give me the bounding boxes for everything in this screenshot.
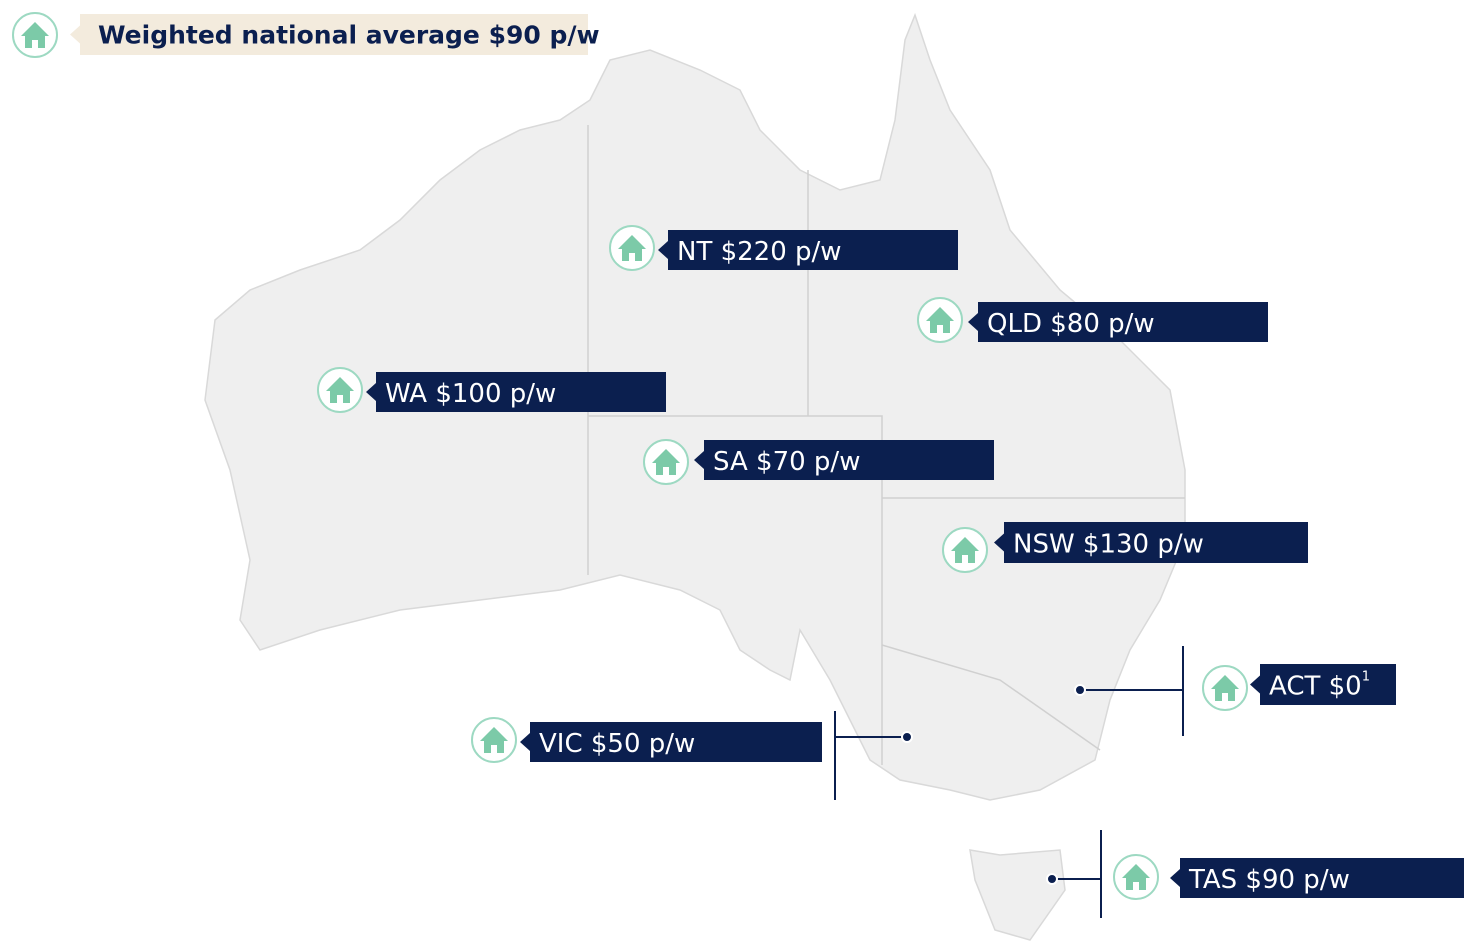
house bbox=[1211, 675, 1239, 701]
house-icon bbox=[1202, 665, 1248, 711]
house bbox=[21, 22, 49, 48]
label-main: NT $220 p/w bbox=[677, 237, 842, 267]
leader-dot bbox=[901, 731, 913, 743]
label-box bbox=[968, 302, 1268, 342]
house bbox=[618, 235, 646, 261]
house bbox=[926, 307, 954, 333]
label-main: Weighted national average $90 p/w bbox=[98, 21, 600, 50]
label-box bbox=[520, 722, 822, 762]
tasmania bbox=[969, 849, 1066, 941]
house bbox=[951, 537, 979, 563]
footnote: 1 bbox=[1362, 669, 1370, 684]
border bbox=[881, 644, 1101, 751]
label-main: NSW $130 p/w bbox=[1013, 529, 1204, 559]
label-text: WA $100 p/w bbox=[385, 379, 556, 409]
label-box bbox=[994, 522, 1308, 563]
state-borders bbox=[587, 125, 1185, 765]
land bbox=[204, 12, 1186, 941]
house bbox=[326, 377, 354, 403]
house-icon bbox=[917, 297, 963, 343]
label-main: VIC $50 p/w bbox=[539, 729, 695, 759]
house-icon bbox=[942, 527, 988, 573]
house-icon bbox=[1113, 854, 1159, 900]
label-box bbox=[70, 14, 588, 55]
label-main: TAS $90 p/w bbox=[1188, 865, 1350, 895]
label-box bbox=[1250, 664, 1396, 705]
labels: Weighted national average $90 p/w NT $220… bbox=[12, 12, 1464, 918]
label-main: QLD $80 p/w bbox=[987, 309, 1155, 339]
house-icon bbox=[317, 367, 363, 413]
house-icon bbox=[609, 225, 655, 271]
house bbox=[652, 449, 680, 475]
label-main: WA $100 p/w bbox=[385, 379, 556, 409]
label-text: Weighted national average $90 p/w bbox=[98, 21, 600, 50]
label-main: SA $70 p/w bbox=[713, 447, 860, 477]
leader-dot bbox=[1046, 873, 1058, 885]
house bbox=[480, 727, 508, 753]
house bbox=[1122, 864, 1150, 890]
house-icon bbox=[643, 439, 689, 485]
label-text: QLD $80 p/w bbox=[987, 309, 1155, 339]
label-text: SA $70 p/w bbox=[713, 447, 860, 477]
label-box bbox=[366, 372, 666, 412]
house-icon bbox=[471, 717, 517, 763]
label-text: VIC $50 p/w bbox=[539, 729, 695, 759]
label-box bbox=[694, 440, 994, 480]
label-box bbox=[1170, 858, 1464, 898]
label-text: NSW $130 p/w bbox=[1013, 529, 1204, 559]
label-main: ACT $0 bbox=[1269, 671, 1362, 701]
mainland bbox=[204, 12, 1186, 801]
border bbox=[588, 415, 883, 765]
label-box bbox=[658, 230, 958, 270]
label-text: TAS $90 p/w bbox=[1188, 865, 1350, 895]
house-icon bbox=[12, 12, 58, 58]
leader-dot bbox=[1074, 684, 1086, 696]
label-text: NT $220 p/w bbox=[677, 237, 842, 267]
label-text: ACT $01 bbox=[1269, 669, 1370, 701]
